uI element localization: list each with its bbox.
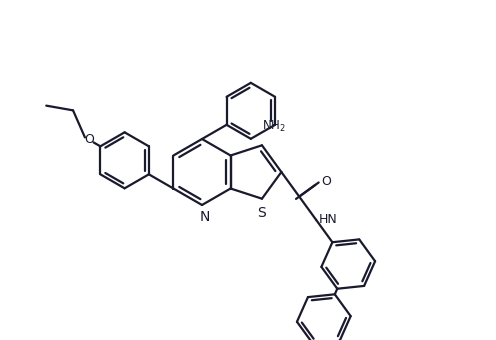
Text: NH$_2$: NH$_2$	[262, 119, 286, 134]
Text: HN: HN	[319, 214, 338, 226]
Text: S: S	[257, 206, 266, 220]
Text: O: O	[84, 133, 94, 147]
Text: O: O	[321, 175, 331, 188]
Text: N: N	[200, 210, 210, 224]
